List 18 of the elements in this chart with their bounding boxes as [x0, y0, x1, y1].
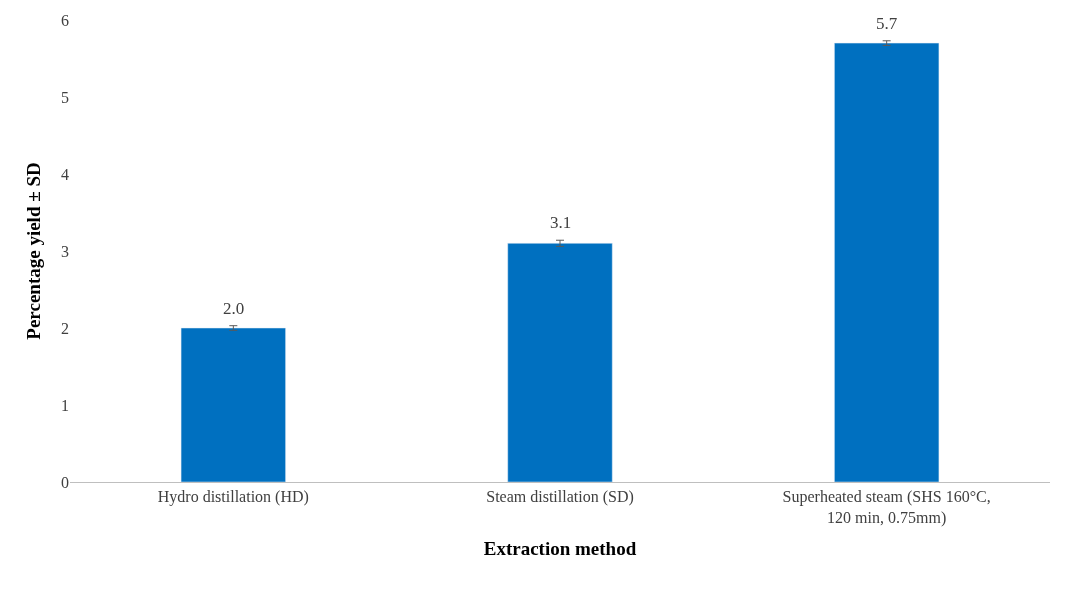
- x-tick-label: Superheated steam (SHS 160°C, 120 min, 0.75mm): [782, 488, 991, 527]
- data-label: 2.0: [223, 299, 245, 318]
- x-tick-label: Steam distillation (SD): [486, 488, 634, 507]
- y-tick-label: 0: [61, 473, 69, 491]
- x-tick-label: Hydro distillation (HD): [157, 488, 309, 507]
- y-tick-label: 5: [61, 88, 69, 106]
- y-tick-label: 4: [61, 165, 69, 183]
- data-label: 3.1: [550, 213, 572, 232]
- data-label: 5.7: [876, 14, 898, 33]
- y-axis-title: Percentage yield ± SD: [22, 162, 44, 340]
- bar: [834, 42, 940, 482]
- y-tick-label: 2: [61, 319, 69, 337]
- bar: [180, 327, 286, 482]
- x-axis-title: Extraction method: [483, 537, 637, 559]
- y-tick-label: 3: [61, 242, 69, 260]
- bar: [507, 243, 613, 482]
- y-tick-label: 1: [61, 396, 69, 414]
- y-tick-label: 6: [61, 11, 69, 29]
